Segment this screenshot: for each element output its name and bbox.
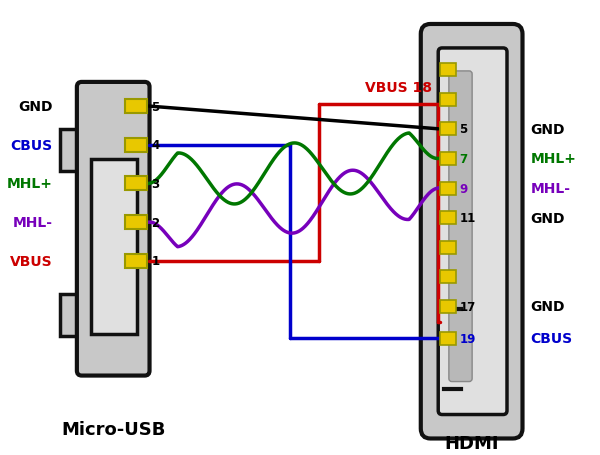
Bar xyxy=(440,271,455,284)
Text: 7: 7 xyxy=(460,152,467,166)
Text: MHL-: MHL- xyxy=(530,182,570,196)
Text: VBUS: VBUS xyxy=(10,254,53,268)
Bar xyxy=(125,100,146,114)
FancyBboxPatch shape xyxy=(77,83,149,376)
Text: GND: GND xyxy=(530,211,565,225)
Text: 5: 5 xyxy=(460,123,468,136)
Text: HDMI: HDMI xyxy=(445,435,499,452)
Text: CBUS: CBUS xyxy=(11,138,53,152)
Bar xyxy=(61,130,83,172)
Bar xyxy=(91,159,137,334)
FancyBboxPatch shape xyxy=(421,25,523,439)
Text: 9: 9 xyxy=(460,182,468,195)
Text: VBUS 18: VBUS 18 xyxy=(365,81,431,95)
Bar xyxy=(440,212,455,225)
Text: 4: 4 xyxy=(151,139,160,152)
Text: GND: GND xyxy=(18,100,53,114)
Text: Micro-USB: Micro-USB xyxy=(61,420,166,438)
FancyBboxPatch shape xyxy=(449,72,472,382)
Bar xyxy=(440,300,455,313)
Text: GND: GND xyxy=(530,300,565,314)
Bar xyxy=(125,138,146,152)
Text: 19: 19 xyxy=(460,332,476,345)
Bar xyxy=(61,294,83,336)
Bar xyxy=(440,332,455,345)
Bar xyxy=(440,64,455,77)
Text: GND: GND xyxy=(530,122,565,136)
Text: 17: 17 xyxy=(460,300,476,313)
Text: 1: 1 xyxy=(151,255,160,268)
Bar xyxy=(125,177,146,191)
Bar xyxy=(440,241,455,254)
Text: MHL+: MHL+ xyxy=(7,177,53,191)
Bar xyxy=(440,152,455,166)
Bar xyxy=(125,216,146,230)
Bar xyxy=(440,182,455,195)
Text: 5: 5 xyxy=(151,100,160,113)
Text: CBUS: CBUS xyxy=(530,332,572,345)
Text: MHL-: MHL- xyxy=(13,216,53,230)
Text: 11: 11 xyxy=(460,212,476,225)
Bar xyxy=(125,254,146,268)
Bar xyxy=(440,94,455,106)
FancyBboxPatch shape xyxy=(438,49,507,415)
Text: 2: 2 xyxy=(151,216,160,229)
Bar xyxy=(440,123,455,136)
Text: MHL+: MHL+ xyxy=(530,152,576,166)
Text: 3: 3 xyxy=(151,177,160,191)
